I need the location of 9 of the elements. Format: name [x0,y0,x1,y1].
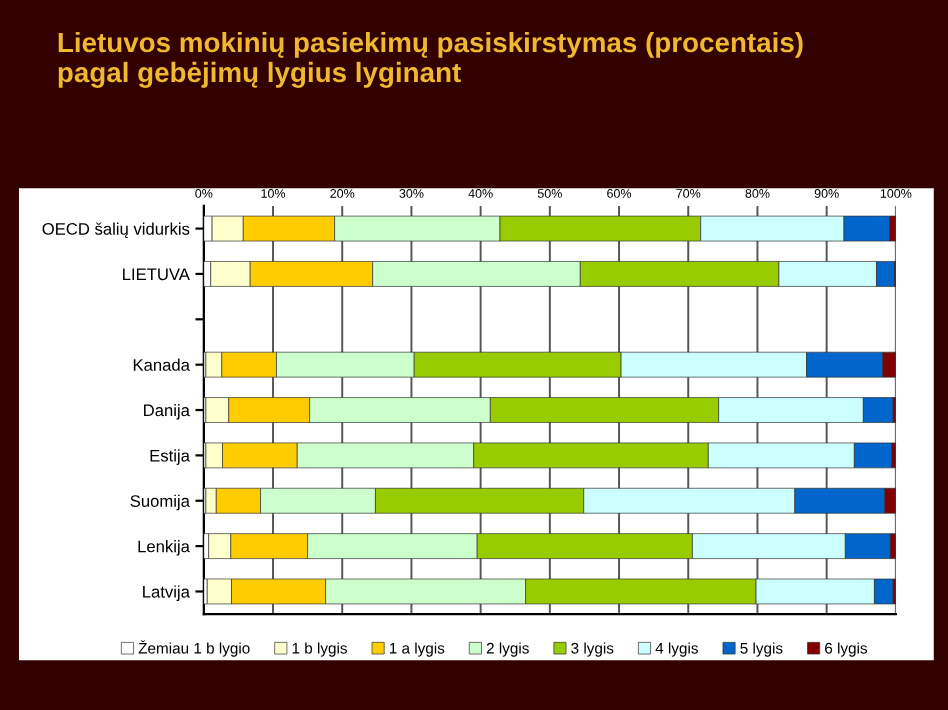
y-tick-label: OECD šalių vidurkis [42,222,190,239]
y-tick-label: Kanada [133,358,190,371]
y-tick-label: Suomija [130,494,190,511]
chart-title: Lietuvos mokinių pasiekimų pasiskirstymas (procentais) pagal gebėjimų lygius lyginant [58,31,803,88]
y-tick-label: Estija [150,449,190,465]
y-tick-label: Lenkija [138,540,190,556]
y-tick-label: Latvija [143,585,190,601]
y-tick-label: LIETUVA [123,268,190,281]
y-tick-label: Danija [144,403,190,420]
